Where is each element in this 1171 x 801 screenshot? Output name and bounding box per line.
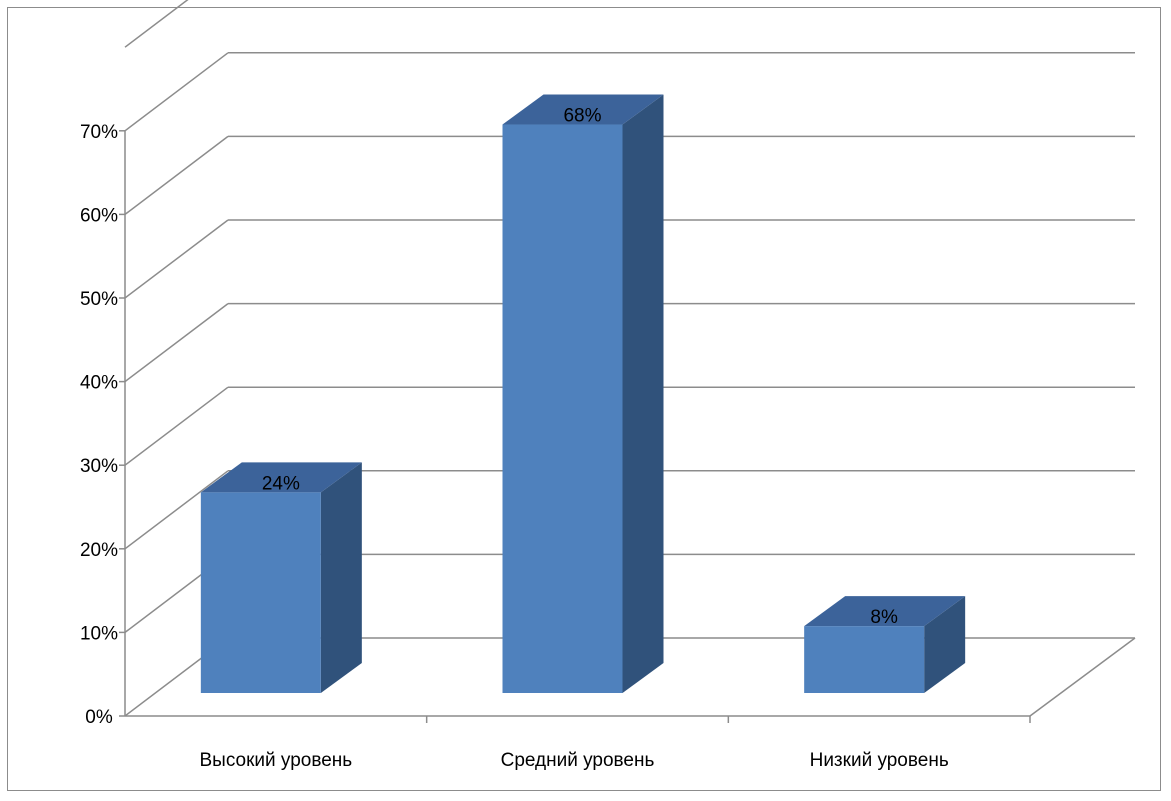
side-gridline	[124, 386, 229, 466]
side-gridline	[124, 303, 229, 383]
y-tick-label: 70%	[80, 122, 118, 143]
y-tick-label: 20%	[80, 540, 118, 561]
y-tick-label: 50%	[80, 289, 118, 310]
floor-right-edge	[1029, 637, 1136, 717]
y-tick-label: 10%	[80, 623, 118, 644]
bar-top	[200, 462, 362, 493]
bar-front	[200, 492, 321, 693]
category-label: Высокий уровень	[199, 750, 352, 771]
category-label: Средний уровень	[501, 750, 655, 771]
side-gridline	[124, 0, 189, 48]
bar	[200, 462, 362, 693]
y-tick-label: 0%	[85, 707, 113, 728]
bar-top	[804, 596, 966, 627]
y-tick-label: 40%	[80, 373, 118, 394]
bar-side	[924, 596, 966, 693]
bar-side	[320, 462, 362, 693]
bar-top	[502, 94, 664, 125]
bar-front	[804, 626, 925, 693]
side-gridline	[124, 52, 229, 132]
y-tick-label: 30%	[80, 456, 118, 477]
axes	[119, 130, 1031, 723]
bar	[502, 94, 664, 693]
bars	[200, 94, 966, 693]
side-gridline	[124, 470, 229, 550]
side-gridline	[124, 219, 229, 299]
bar	[804, 596, 966, 693]
data-label: 24%	[262, 473, 300, 494]
bar-side	[622, 94, 664, 693]
data-label: 8%	[870, 607, 898, 628]
bar-front	[502, 124, 623, 693]
labels: 0% 10% 20% 30% 40% 50% 60% 70% 24% Высокий уровен…	[80, 106, 949, 771]
data-label: 68%	[563, 106, 601, 127]
category-label: Низкий уровень	[810, 750, 949, 771]
side-gridline	[124, 135, 229, 215]
y-tick-label: 60%	[80, 205, 118, 226]
